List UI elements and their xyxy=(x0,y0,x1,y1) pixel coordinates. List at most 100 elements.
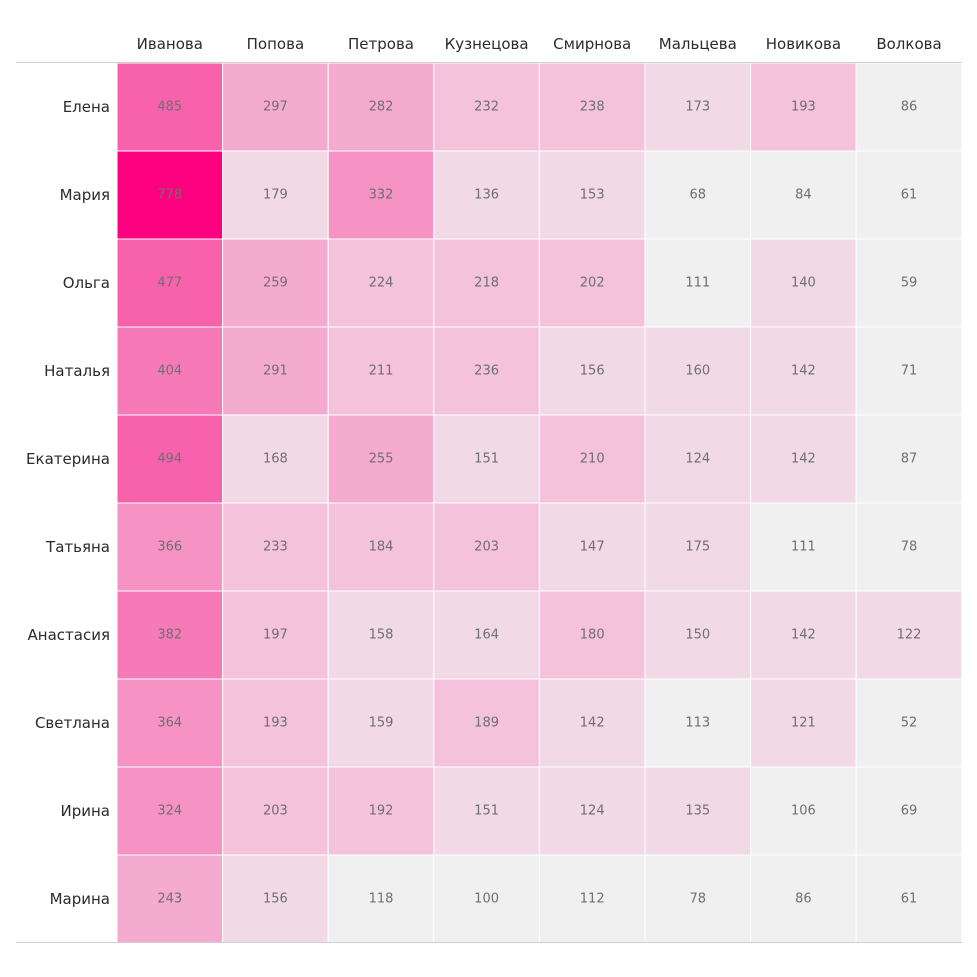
heatmap-cell xyxy=(855,62,963,152)
row-label: Марина xyxy=(50,890,110,908)
column-label: Мальцева xyxy=(659,35,737,53)
column-labels: Иванова Попова Петрова Кузнецова Смирнова Мал… xyxy=(137,35,942,53)
heatmap-cell xyxy=(327,414,435,504)
heatmap-cell xyxy=(750,414,857,504)
heatmap-cell xyxy=(855,678,963,768)
heatmap-cell xyxy=(538,238,646,328)
cell-value-label: 282 xyxy=(369,100,394,115)
cell-value-label: 238 xyxy=(580,100,605,115)
cell-value-label: 100 xyxy=(474,892,499,907)
heatmap-cell xyxy=(433,326,540,416)
cell-value-label: 113 xyxy=(685,716,710,731)
heatmap-cell xyxy=(538,766,646,856)
cell-value-label: 124 xyxy=(580,804,605,819)
heatmap-cell xyxy=(644,62,752,152)
heatmap-cell xyxy=(855,238,963,328)
cell-value-label: 236 xyxy=(474,364,499,379)
column-label: Смирнова xyxy=(553,35,631,53)
heatmap-cells xyxy=(116,62,963,944)
cell-value-label: 255 xyxy=(369,452,394,467)
cell-value-label: 142 xyxy=(791,364,816,379)
heatmap-cell xyxy=(644,502,752,592)
cell-value-label: 121 xyxy=(791,716,816,731)
column-label: Иванова xyxy=(137,35,203,53)
heatmap-cell xyxy=(750,150,857,240)
cell-value-label: 210 xyxy=(580,452,605,467)
column-label: Новикова xyxy=(766,35,841,53)
cell-value-label: 192 xyxy=(369,804,394,819)
cell-value-label: 168 xyxy=(263,452,288,467)
heatmap-cell xyxy=(433,854,540,944)
cell-value-label: 84 xyxy=(795,188,812,203)
cell-value-label: 160 xyxy=(685,364,710,379)
cell-value-label: 332 xyxy=(369,188,394,203)
cell-value-label: 142 xyxy=(580,716,605,731)
column-label: Попова xyxy=(247,35,304,53)
cell-value-label: 382 xyxy=(157,628,182,643)
heatmap-cell xyxy=(433,150,540,240)
cell-value-label: 135 xyxy=(685,804,710,819)
cell-value-label: 218 xyxy=(474,276,499,291)
heatmap-cell xyxy=(750,854,857,944)
cell-value-label: 150 xyxy=(685,628,710,643)
cell-value-label: 106 xyxy=(791,804,816,819)
heatmap-cell xyxy=(222,238,329,328)
cell-value-label: 140 xyxy=(791,276,816,291)
cell-value-label: 193 xyxy=(791,100,816,115)
heatmap-cell xyxy=(327,854,435,944)
cell-value-label: 147 xyxy=(580,540,605,555)
cell-value-label: 180 xyxy=(580,628,605,643)
cell-value-label: 124 xyxy=(685,452,710,467)
heatmap-cell xyxy=(433,766,540,856)
heatmap-cell xyxy=(222,590,329,680)
cell-value-label: 68 xyxy=(690,188,707,203)
column-label: Петрова xyxy=(348,35,414,53)
cell-value-label: 151 xyxy=(474,804,499,819)
cell-value-label: 184 xyxy=(369,540,394,555)
cell-value-label: 324 xyxy=(157,804,182,819)
heatmap-cell xyxy=(538,854,646,944)
heatmap-cell xyxy=(855,150,963,240)
heatmap-cell xyxy=(644,238,752,328)
heatmap-cell xyxy=(433,414,540,504)
cell-value-label: 193 xyxy=(263,716,288,731)
heatmap-cell xyxy=(327,678,435,768)
row-label: Мария xyxy=(60,186,110,204)
row-label: Светлана xyxy=(35,714,110,732)
heatmap-cell xyxy=(855,590,963,680)
heatmap-cell xyxy=(538,326,646,416)
heatmap-cell xyxy=(855,766,963,856)
heatmap-cell xyxy=(116,62,224,152)
cell-value-label: 86 xyxy=(901,100,918,115)
heatmap-cell xyxy=(116,238,224,328)
cell-value-label: 87 xyxy=(901,452,918,467)
cell-value-label: 111 xyxy=(685,276,710,291)
cell-value-label: 164 xyxy=(474,628,499,643)
cell-value-label: 142 xyxy=(791,628,816,643)
heatmap-cell xyxy=(750,326,857,416)
heatmap-cell xyxy=(855,502,963,592)
cell-value-label: 366 xyxy=(157,540,182,555)
heatmap-cell xyxy=(327,766,435,856)
cell-value-label: 494 xyxy=(157,452,182,467)
heatmap-cell xyxy=(644,854,752,944)
cell-value-label: 778 xyxy=(157,188,182,203)
heatmap-cell xyxy=(855,854,963,944)
column-label: Кузнецова xyxy=(445,35,529,53)
heatmap-cell xyxy=(644,766,752,856)
cell-value-label: 151 xyxy=(474,452,499,467)
heatmap-cell xyxy=(538,414,646,504)
heatmap-cell xyxy=(855,414,963,504)
cell-value-label: 69 xyxy=(901,804,918,819)
heatmap-cell xyxy=(222,150,329,240)
heatmap-cell xyxy=(222,766,329,856)
cell-value-label: 52 xyxy=(901,716,918,731)
cell-value-label: 404 xyxy=(157,364,182,379)
cell-value-label: 118 xyxy=(369,892,394,907)
heatmap-cell xyxy=(644,590,752,680)
column-label: Волкова xyxy=(876,35,941,53)
heatmap-cell xyxy=(538,678,646,768)
cell-value-label: 224 xyxy=(369,276,394,291)
